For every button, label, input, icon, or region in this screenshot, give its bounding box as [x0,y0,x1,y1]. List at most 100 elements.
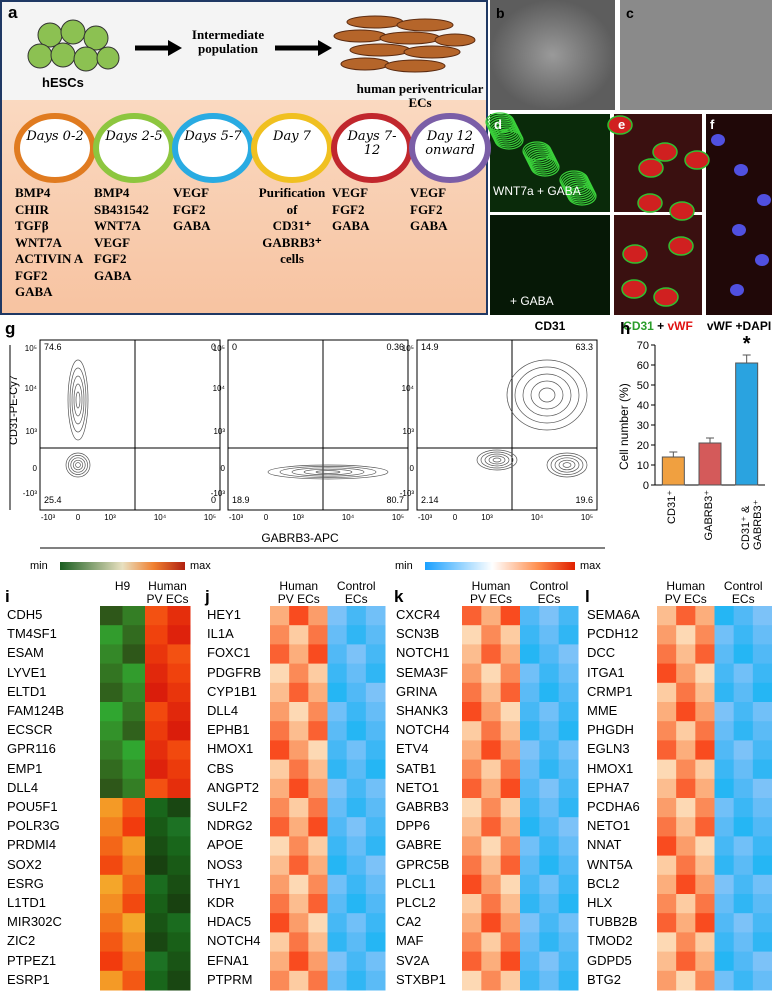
heatmap-cell [520,913,540,933]
contour [480,451,514,469]
heatmap-cell [167,644,191,665]
column-header: Control ECs [529,579,569,607]
caption-part: vWF [667,319,693,333]
heatmap-cell [733,721,754,741]
heatmap-cell [346,817,367,837]
gene-label: ESRG [7,875,44,891]
heatmap-cell [500,932,521,953]
column-header: H9 [114,579,131,593]
heatmap-cell [308,932,328,953]
heatmap-cell [100,817,123,837]
heatmap-cell [167,970,191,991]
heatmap-cell [500,644,521,665]
heatmap-cell [733,663,754,684]
heatmap-cell [539,644,560,665]
heatmap-cell [657,970,677,991]
column-header: Control ECs [336,579,376,607]
heatmap-cell [752,932,772,953]
gene-label: NOTCH4 [207,933,261,949]
contour [72,459,84,471]
quadrant-value: 19.6 [575,495,593,505]
heatmap-cell [100,625,123,645]
heatmap-cell [733,644,754,665]
heatmap-cell [558,682,579,703]
y-tick-label: 10⁴ [212,384,225,393]
cell [493,128,523,148]
heatmap-cell [733,836,754,857]
heatmap-cell [657,778,677,799]
arrow-head [318,40,332,56]
heatmap-cell [270,740,290,761]
contour [67,359,89,441]
heatmap-cell [500,855,521,876]
stage-label: Days 7-12 [347,129,397,159]
heatmap-cell [327,778,348,799]
heatmap-cell [365,759,386,780]
heatmap-cell [500,682,521,703]
factor: GABA [15,284,53,299]
x-tick-label: 10⁵ [580,513,594,522]
heatmap-cell [327,913,348,933]
heatmap-cell [100,932,123,953]
nucleus [730,284,744,296]
heatmap-cell [520,970,540,991]
stage-bubble [93,113,175,183]
contour [267,464,389,480]
heatmap-cell [100,721,123,741]
gene-label: SOX2 [7,856,42,872]
panel-letter: h [620,319,631,338]
heatmap-cell [520,855,540,876]
heatmap-cell [752,759,772,780]
heatmap-cell [289,874,309,895]
heatmap-cell [167,836,191,857]
contour [73,383,83,417]
heatmap-cell [270,932,290,953]
gene-label: IL1A [207,626,234,642]
heatmap-cell [481,778,502,799]
heatmap-cell [733,874,754,895]
heatmap-cell [500,740,521,761]
heatmap-cell [676,740,696,761]
heatmap-cell [289,932,309,953]
heatmap-cell [122,606,146,626]
heatmap-cell [733,702,754,722]
heatmap-cell [714,606,735,626]
heatmap-cell [520,932,540,953]
heatmap-cell [714,855,735,876]
gene-label: NETO1 [587,818,631,834]
heatmap-cell [122,836,146,857]
gene-label: PRDMI4 [7,837,57,853]
quadrant-value: 14.9 [421,342,439,352]
heatmap-cell [308,894,328,914]
x-tick-label: CD31⁺ & GABRB3⁺ [739,499,764,550]
contour [476,449,518,471]
heatmap-cell [752,951,772,972]
x-tick-label: GABRB3⁺ [703,490,715,541]
heatmap-cell [676,970,696,991]
gene-label: GDPD5 [587,952,632,968]
cell [669,201,695,221]
heatmap-cell [308,855,328,876]
x-tick-label: 10³ [292,513,304,522]
heatmap-cell [289,663,309,684]
heatmap-cell [145,740,168,761]
heatmap-cell [462,932,482,953]
heatmap-cell [122,663,146,684]
heatmap-cell [695,740,715,761]
heatmap-cell [308,606,328,626]
heatmap-cell [346,932,367,953]
heatmap-cell [289,951,309,972]
heatmap-cell [270,951,290,972]
gene-label: GABRE [396,837,442,853]
heatmap-cell [167,894,191,914]
contour [488,455,506,465]
heatmap-cell [365,836,386,857]
heatmap-cell [695,625,715,645]
factor: CD31⁺ [272,218,312,233]
y-tick-label: 10 [637,460,649,472]
heatmap-cell [289,759,309,780]
gene-label: GPR116 [7,741,56,757]
heatmap-cell [308,644,328,665]
gene-label: ESRP1 [7,971,50,987]
heatmap-cell [481,606,502,626]
